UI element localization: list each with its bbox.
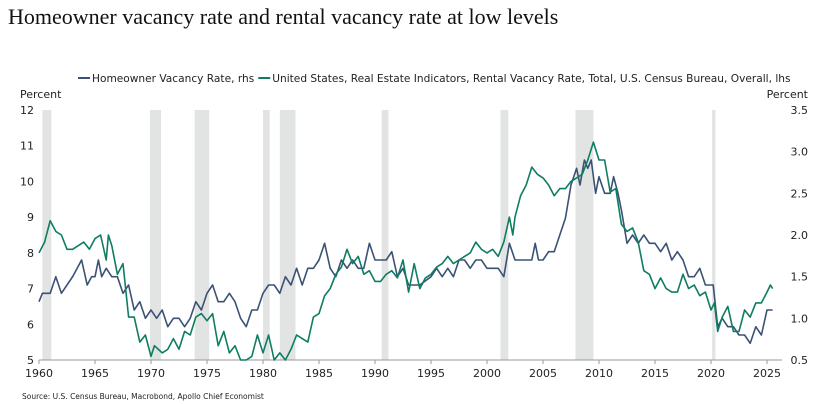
x-tick-label: 1965 xyxy=(81,367,109,380)
y-right-tick-label: 2.0 xyxy=(791,229,809,242)
recession-band xyxy=(149,110,162,360)
x-tick-label: 2000 xyxy=(473,367,501,380)
y-left-tick-label: 9 xyxy=(27,211,34,224)
recession-bands xyxy=(42,110,716,360)
x-tick-label: 1980 xyxy=(249,367,277,380)
y-right-tick-label: 1.5 xyxy=(791,271,809,284)
x-tick-label: 1985 xyxy=(305,367,333,380)
y-right-tick-label: 2.5 xyxy=(791,187,809,200)
legend: Homeowner Vacancy Rate, rhs United States… xyxy=(78,73,791,85)
x-tick-label: 2020 xyxy=(697,367,725,380)
y-left-tick-label: 6 xyxy=(27,318,34,331)
x-tick-label: 2015 xyxy=(641,367,669,380)
y-left-tick-label: 10 xyxy=(20,175,34,188)
legend-label-0: Homeowner Vacancy Rate, rhs xyxy=(92,73,254,85)
recession-band xyxy=(712,110,716,360)
y-left-tick-label: 7 xyxy=(27,283,34,296)
source-note: Source: U.S. Census Bureau, Macrobond, A… xyxy=(22,392,264,401)
y-right-tick-label: 3.5 xyxy=(791,104,809,117)
y-left-tick-label: 11 xyxy=(20,140,34,153)
series-line-0 xyxy=(38,159,773,345)
x-tick-label: 1970 xyxy=(137,367,165,380)
recession-band xyxy=(263,110,270,360)
x-tick-label: 1975 xyxy=(193,367,221,380)
x-tick-label: 1995 xyxy=(417,367,445,380)
y-right-tick-label: 1.0 xyxy=(791,312,809,325)
x-tick-label: 2025 xyxy=(753,367,781,380)
x-tick-label: 1960 xyxy=(25,367,53,380)
y-left-tick-label: 8 xyxy=(27,247,34,260)
left-axis-label: Percent xyxy=(20,88,62,101)
recession-band xyxy=(381,110,389,360)
y-right-tick-label: 3.0 xyxy=(791,146,809,159)
recession-band xyxy=(500,110,509,360)
x-tick-label: 1990 xyxy=(361,367,389,380)
legend-label-1: United States, Real Estate Indicators, R… xyxy=(272,73,790,85)
series-lines xyxy=(38,141,774,361)
recession-band xyxy=(194,110,210,360)
y-left-tick-label: 12 xyxy=(20,104,34,117)
right-axis-label: Percent xyxy=(767,88,809,101)
x-tick-label: 2010 xyxy=(585,367,613,380)
x-tick-label: 2005 xyxy=(529,367,557,380)
recession-band xyxy=(279,110,296,360)
series-line-1 xyxy=(38,141,774,361)
recession-band xyxy=(575,110,594,360)
y-left-tick-label: 5 xyxy=(27,354,34,367)
chart-title: Homeowner vacancy rate and rental vacanc… xyxy=(8,4,559,29)
axes: 1960 1965 1970 1975 1980 1985 1990 1995 2000 2005… xyxy=(20,104,808,380)
y-right-tick-label: 0.5 xyxy=(791,354,809,367)
